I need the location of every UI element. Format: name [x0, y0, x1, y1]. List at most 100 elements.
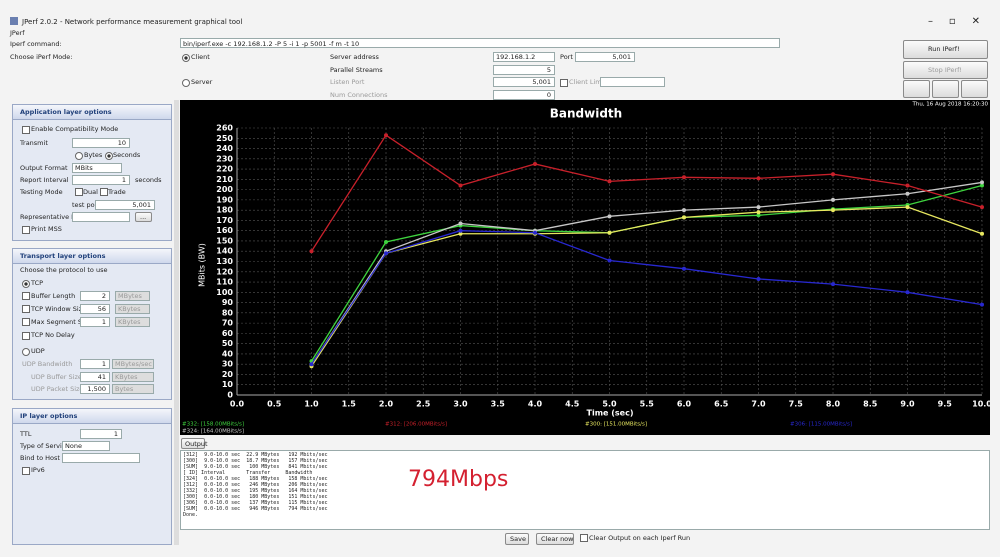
num-conn-input[interactable] [493, 90, 555, 100]
udp-bw-unit[interactable] [112, 359, 154, 369]
udp-buf-input[interactable] [80, 372, 110, 382]
udp-bw-input[interactable] [80, 359, 110, 369]
window-controls[interactable]: – ▫ ✕ [928, 16, 980, 27]
data-point [756, 210, 761, 215]
testing-mode-label: Testing Mode [20, 188, 63, 196]
scrollbar[interactable] [174, 100, 179, 545]
clear-icon-button[interactable] [932, 80, 959, 98]
output-tab[interactable] [181, 438, 205, 449]
test-port-label: test port [72, 201, 100, 209]
client-radio[interactable] [182, 54, 190, 62]
tcp-radio[interactable] [22, 280, 30, 288]
print-mss-checkbox[interactable] [22, 226, 30, 234]
ipv6-checkbox[interactable] [22, 467, 30, 475]
series-line [310, 206, 983, 367]
bytes-radio[interactable] [75, 152, 83, 160]
udp-buf-unit[interactable] [112, 372, 154, 382]
udp-radio[interactable] [22, 348, 30, 356]
transmit-input[interactable] [72, 138, 130, 148]
y-tick-label: 100 [216, 288, 233, 297]
clear-button[interactable] [536, 533, 574, 545]
data-point [682, 208, 686, 213]
test-port-input[interactable] [95, 200, 155, 210]
bitrate-overlay: 794Mbps [408, 467, 509, 492]
data-point [607, 230, 612, 235]
data-point [980, 231, 984, 236]
stop-button[interactable] [903, 61, 988, 79]
panel-title: Application layer options [20, 108, 112, 116]
series-line [310, 181, 983, 365]
buffer-length-unit-label: MBytes [118, 292, 142, 300]
run-button-label[interactable]: Run IPerf! [928, 45, 960, 53]
browse-label[interactable]: ... [140, 213, 147, 221]
refresh-icon-button[interactable] [961, 80, 988, 98]
port-input[interactable] [575, 52, 635, 62]
compat-checkbox[interactable] [22, 126, 30, 134]
max-segment-input[interactable] [80, 317, 110, 327]
window-title: JPerf 2.0.2 - Network performance measur… [22, 18, 243, 26]
no-delay-checkbox[interactable] [22, 332, 30, 340]
clear-label[interactable]: Clear now [541, 535, 574, 543]
buffer-length-checkbox[interactable] [22, 292, 30, 300]
legend-entry: #312: [206.00MBits/s] [385, 422, 447, 428]
listen-port-input[interactable] [493, 77, 555, 87]
dual-checkbox[interactable] [75, 188, 83, 196]
test-port-value: 5,001 [132, 201, 151, 209]
save-button[interactable] [505, 533, 529, 545]
save-label[interactable]: Save [510, 535, 526, 543]
output-line: [SUM] 9.0-10.0 sec 100 MBytes 841 Mbits/… [183, 464, 328, 470]
server-radio[interactable] [182, 79, 190, 87]
udp-buf-label: UDP Buffer Size [31, 373, 82, 381]
window-size-checkbox[interactable] [22, 305, 30, 313]
client-limit-checkbox[interactable] [560, 79, 568, 87]
y-tick-label: 150 [216, 236, 233, 245]
rep-file-input[interactable] [72, 212, 130, 222]
parallel-input[interactable] [493, 65, 555, 75]
buffer-length-unit[interactable] [115, 291, 150, 301]
y-tick-label: 80 [222, 308, 234, 317]
seconds-radio[interactable] [105, 152, 113, 160]
output-line: [312] 0.0-10.0 sec 246 MBytes 206 Mbits/… [183, 482, 328, 488]
x-tick-label: 7.0 [751, 400, 766, 409]
data-point [607, 214, 612, 219]
output-format-input[interactable] [72, 163, 122, 173]
x-tick-label: 3.5 [491, 400, 506, 409]
browse-button[interactable] [135, 212, 152, 222]
server-address-input[interactable] [493, 52, 555, 62]
tos-input[interactable] [62, 441, 110, 451]
data-point [831, 208, 835, 213]
clear-each-checkbox[interactable] [580, 534, 588, 542]
x-tick-label: 2.5 [416, 400, 431, 409]
bind-input[interactable] [62, 453, 140, 463]
num-conn-label: Num Connections [330, 91, 388, 99]
udp-packet-unit[interactable] [112, 384, 154, 394]
x-tick-label: 0.0 [230, 400, 245, 409]
data-point [458, 183, 463, 188]
data-point [458, 231, 463, 236]
output-line: [312] 9.0-10.0 sec 22.9 MBytes 192 Mbits… [183, 452, 328, 458]
save-icon-button[interactable] [903, 80, 930, 98]
max-segment-checkbox[interactable] [22, 318, 30, 326]
stop-button-label[interactable]: Stop IPerf! [928, 66, 963, 74]
ttl-input[interactable] [80, 429, 122, 439]
menu-item[interactable]: JPerf [10, 29, 25, 37]
buffer-length-input[interactable] [80, 291, 110, 301]
data-point [309, 249, 314, 254]
client-limit-input[interactable] [600, 77, 665, 87]
trade-checkbox[interactable] [100, 188, 108, 196]
window-size-input[interactable] [80, 304, 110, 314]
transmit-value: 10 [117, 139, 126, 147]
parallel-label: Parallel Streams [330, 66, 383, 74]
run-button[interactable] [903, 40, 988, 59]
window-size-unit[interactable] [115, 304, 150, 314]
output-tab-label[interactable]: Output [185, 440, 208, 448]
max-segment-unit[interactable] [115, 317, 150, 327]
data-point [607, 258, 612, 263]
window-size-value: 56 [97, 305, 106, 313]
parallel-value: 5 [546, 66, 551, 74]
report-interval-input[interactable] [72, 175, 130, 185]
data-point [905, 191, 910, 196]
udp-packet-input[interactable] [80, 384, 110, 394]
compat-label: Enable Compatibility Mode [31, 125, 119, 133]
udp-buf-value: 41 [97, 373, 106, 381]
